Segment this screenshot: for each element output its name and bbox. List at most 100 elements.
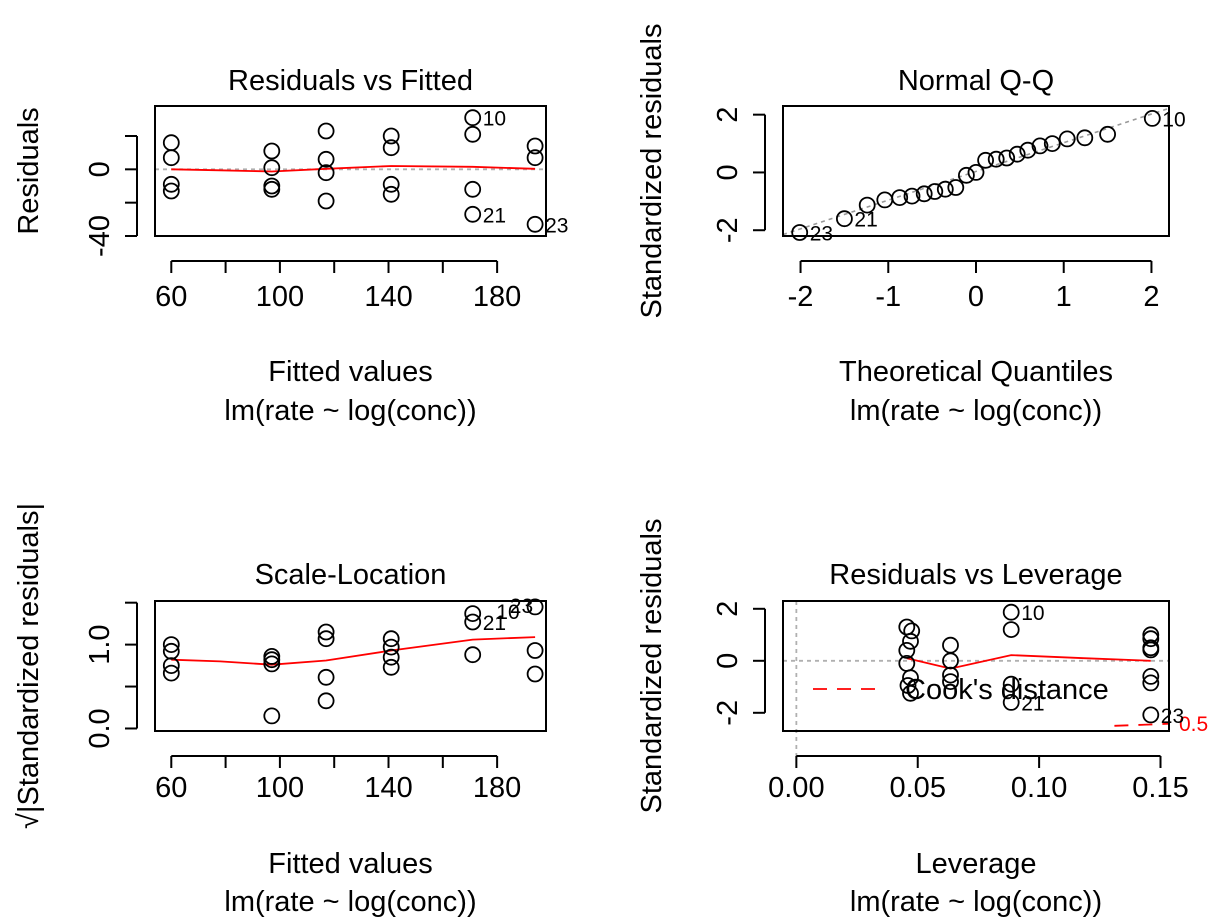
x-axis: 0.00 0.05 0.10 0.15 — [768, 755, 1189, 804]
panel-4: Residuals vs Leverage Leverage lm(rate ~ l… — [636, 518, 1208, 918]
data-point — [526, 598, 544, 616]
outlier-label: 10 — [1162, 108, 1185, 131]
plot-area — [783, 107, 1169, 236]
data-point — [526, 665, 544, 683]
legend-label: Cook's distance — [905, 674, 1109, 706]
data-point — [1002, 603, 1020, 621]
data-point — [317, 692, 335, 710]
data-point — [1142, 706, 1160, 724]
data-point — [998, 149, 1016, 167]
data-point — [317, 630, 335, 648]
data-point — [915, 185, 933, 203]
x-axis-label: Leverage — [916, 848, 1037, 880]
data-point — [263, 159, 281, 177]
x-tick-label: 140 — [364, 772, 412, 804]
y-tick-label: 0 — [712, 164, 744, 180]
data-point — [317, 122, 335, 140]
x-tick-label: 100 — [256, 281, 304, 313]
outlier-label: 23 — [810, 223, 833, 246]
y-tick-label: -2 — [712, 700, 744, 726]
smoother-line — [171, 636, 536, 666]
data-point — [464, 646, 482, 664]
data-point — [936, 180, 954, 198]
y-tick-label: 1.0 — [84, 624, 116, 664]
data-point — [162, 149, 180, 167]
data-point — [958, 166, 975, 184]
data-point — [947, 179, 965, 196]
x-tick-label: 0.15 — [1132, 772, 1188, 804]
x-tick-label: 0.00 — [768, 772, 824, 804]
data-point — [1002, 621, 1020, 638]
x-tick-label: 0 — [968, 281, 984, 313]
y-tick-label: 0 — [712, 653, 744, 669]
panel-title: Scale-Location — [255, 559, 447, 591]
smoother-line — [171, 165, 536, 173]
cooks-distance-level-label: 0.5 — [1179, 713, 1208, 736]
data-point — [891, 189, 909, 207]
x-tick-label: 60 — [155, 772, 187, 804]
data-point — [317, 164, 335, 182]
y-tick-label: 2 — [712, 601, 744, 617]
x-tick-label: 180 — [473, 772, 521, 804]
y-axis-label: √|Standardized residuals| — [13, 503, 45, 829]
x-axis: 60 100 140 180 — [155, 260, 521, 313]
plot-frame — [154, 105, 547, 237]
data-point — [987, 150, 1005, 168]
x-tick-label: 2 — [1143, 281, 1159, 313]
data-point — [977, 151, 994, 169]
outlier-label: 21 — [483, 204, 506, 227]
data-point — [902, 632, 919, 650]
data-point — [162, 657, 180, 674]
data-point — [464, 613, 482, 631]
x-axis: -2 -1 0 1 2 — [788, 260, 1160, 313]
panel-1: Residuals vs Fitted Fitted values lm(rate … — [13, 65, 568, 427]
data-point — [1031, 137, 1049, 155]
y-tick-label: 0 — [84, 161, 116, 177]
x-tick-label: 60 — [155, 281, 187, 313]
data-point — [898, 618, 916, 636]
x-axis-label: Fitted values — [268, 356, 432, 388]
y-axis: -2 0 2 — [712, 601, 766, 726]
panel-title: Residuals vs Leverage — [829, 559, 1122, 591]
x-tick-label: 100 — [256, 772, 304, 804]
data-point — [382, 175, 400, 193]
data-point — [263, 655, 281, 673]
data-point — [942, 666, 959, 684]
data-point — [899, 677, 917, 694]
data-point — [967, 163, 985, 181]
y-axis: -40 0 — [84, 135, 138, 257]
data-point — [1142, 674, 1160, 692]
data-point — [464, 109, 482, 127]
x-axis-label: Theoretical Quantiles — [839, 356, 1113, 388]
outlier-label: 10 — [483, 108, 506, 131]
data-point — [382, 185, 400, 203]
data-point — [1002, 675, 1020, 693]
plot-area — [171, 636, 536, 666]
data-point — [1099, 125, 1116, 143]
data-point — [1002, 694, 1020, 711]
outlier-label: 10 — [496, 601, 519, 624]
data-point — [526, 215, 544, 233]
data-point — [903, 187, 921, 205]
y-axis-label: Standardized residuals — [636, 518, 668, 813]
y-axis: 0.0 1.0 — [84, 601, 138, 749]
y-tick-label: -2 — [712, 217, 744, 243]
x-axis: 60 100 140 180 — [155, 755, 521, 804]
plot-frame — [154, 600, 547, 732]
y-axis-label: Residuals — [13, 107, 45, 234]
data-point — [317, 150, 335, 168]
x-tick-label: 180 — [473, 281, 521, 313]
data-point — [464, 205, 482, 223]
data-point — [317, 668, 335, 686]
data-point — [382, 127, 400, 145]
cooks-distance-contour — [1114, 722, 1169, 727]
model-formula-label: lm(rate ~ log(conc)) — [850, 886, 1102, 918]
data-point — [263, 142, 281, 160]
data-point — [526, 149, 544, 167]
data-point — [926, 183, 944, 200]
data-point — [526, 642, 544, 659]
data-point — [1143, 110, 1161, 127]
panel-3: Scale-Location Fitted values lm(rate ~ log… — [13, 503, 547, 918]
data-point — [464, 125, 482, 143]
outlier-label: 21 — [483, 612, 506, 635]
